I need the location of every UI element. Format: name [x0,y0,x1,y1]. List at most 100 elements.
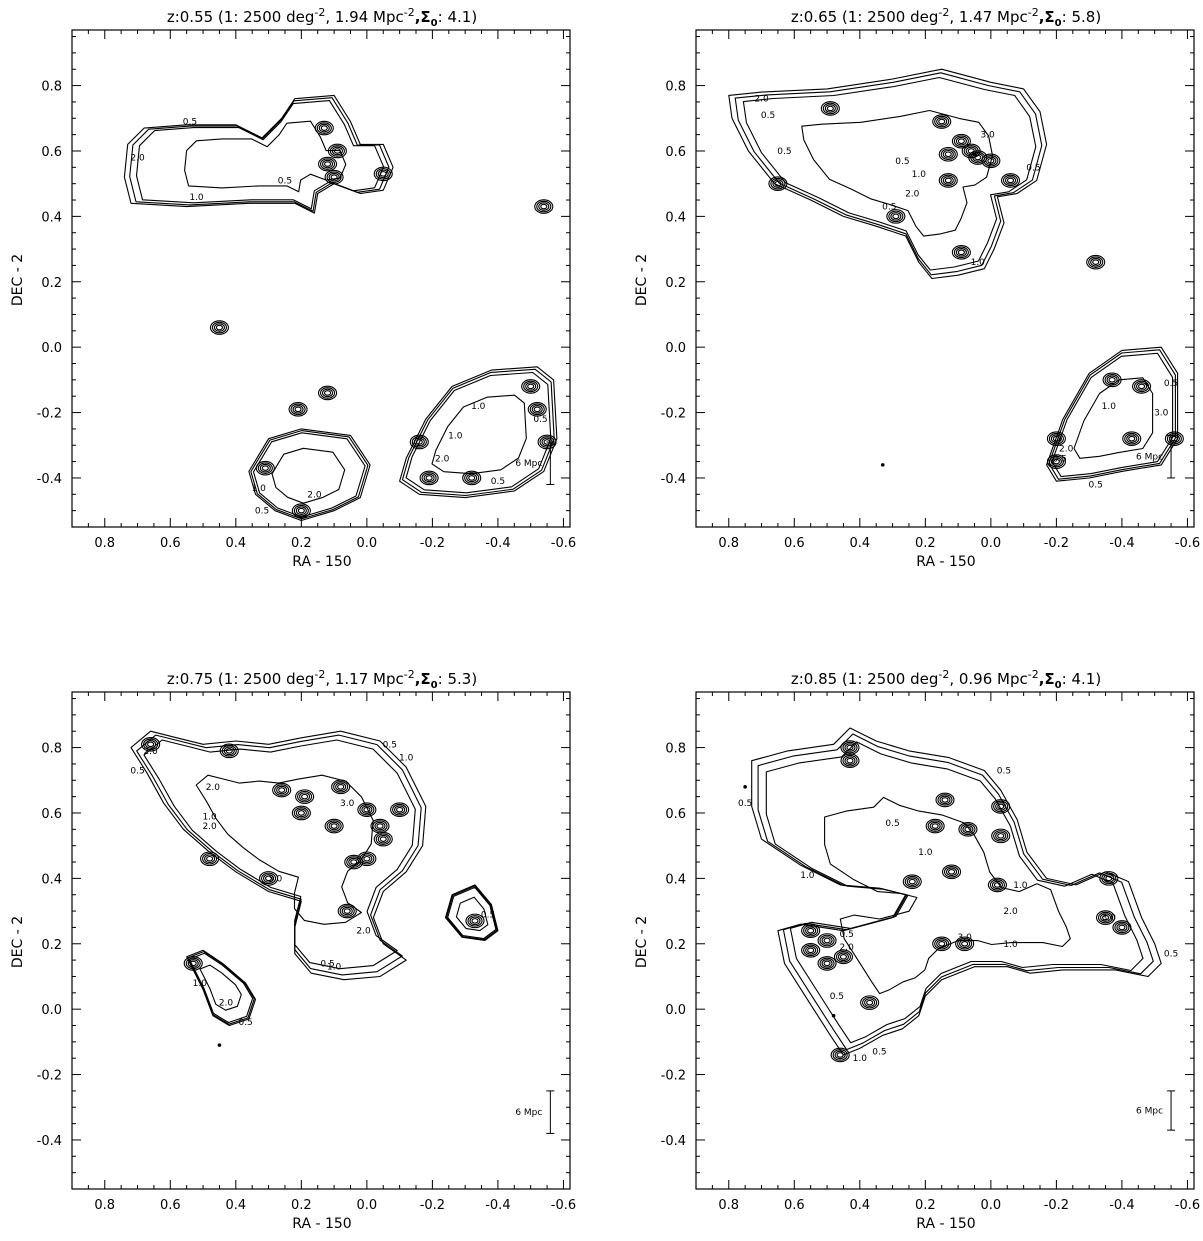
contour-label: 0.5 [1164,950,1178,960]
density-peak [936,117,948,126]
density-peak [953,246,969,259]
density-peak [929,821,941,831]
x-tick-label: 0.4 [849,1198,870,1213]
y-tick-label: 0.6 [665,807,686,822]
density-peak [225,748,233,754]
contour-line [728,68,1048,280]
contour-line [751,727,1162,1056]
density-peak [376,823,384,829]
density-peak [805,926,817,935]
panel-title: z:0.65 (1: 2500 deg-2, 1.47 Mpc-2,Σ0: 5.… [791,6,1101,29]
density-peak [533,406,541,413]
density-peak [821,959,833,968]
density-peak [333,148,341,154]
x-tick-label: 0.2 [291,1198,312,1213]
title-part: , 1.17 Mpc [325,670,403,688]
y-tick-label: 0.4 [665,210,686,225]
density-peak [293,504,309,517]
density-peak [823,960,831,967]
density-peak [465,913,485,929]
density-peak [991,799,1011,814]
contour-label: 0.5 [130,766,144,776]
title-sup: -2 [938,6,949,19]
contour-line [199,964,242,1011]
density-peak [327,143,347,159]
density-peak [223,746,235,756]
contour-label: 2.0 [905,189,920,199]
contour-line [742,76,1037,271]
contour-label: 1.0 [471,402,486,412]
plot-frame [695,29,1195,528]
density-peak [330,823,338,829]
density-peak [819,934,835,947]
density-peak [324,169,344,185]
y-tick-label: -0.4 [37,472,62,487]
y-tick-label: 0.0 [665,1003,686,1018]
x-tick-label: 0.8 [94,536,115,551]
title-part: z:0.55 (1: 2500 deg [167,8,315,26]
density-peak [392,803,408,816]
density-peak [1114,921,1130,934]
density-peak [324,818,344,834]
x-tick-label: -0.6 [551,1198,576,1213]
contour-line [188,952,254,1024]
density-peak [295,808,307,818]
density-peak [373,831,393,847]
x-tick-label: 0.0 [981,536,1002,551]
density-peak [803,924,819,937]
x-tick-label: 0.0 [981,1198,1002,1213]
density-peak [363,855,371,862]
contour-line [250,430,369,520]
density-peak [185,957,201,970]
density-peak [944,866,960,878]
isolated-point [217,1043,222,1047]
y-axis-label: DEC - 2 [634,916,650,968]
density-peak [213,323,225,332]
y-tick-label: 0.8 [665,80,686,95]
contour-label: 0.5 [1164,379,1178,389]
density-peak [1099,871,1119,886]
density-peak [265,875,273,882]
density-peak [320,158,336,170]
y-tick-label: -0.2 [37,407,62,422]
density-peak [322,159,334,169]
density-peak [1095,910,1116,925]
density-peak [202,852,218,865]
density-peak [326,171,342,183]
contour-line [252,432,366,518]
density-peak [409,434,429,450]
density-peak [390,802,410,818]
x-tick-label: 0.6 [160,536,181,551]
y-tick-label: -0.2 [661,407,686,422]
density-peak [377,834,389,844]
y-tick-label: 0.0 [665,341,686,356]
x-axis-label: RA - 150 [916,1216,975,1232]
density-peak [357,851,377,867]
density-peak [820,101,840,116]
title-sup: -2 [314,668,325,681]
density-peak [464,472,480,484]
panel-z055: z:0.55 (1: 2500 deg-2, 1.94 Mpc-2,Σ0: 4.… [10,6,576,570]
density-peak [372,820,388,832]
contour-line [1046,346,1179,482]
density-peak [413,437,425,447]
density-peak [839,954,847,960]
title-sub: 0 [431,680,438,691]
density-peak [1052,435,1060,442]
density-peak [1166,432,1182,445]
plot-frame [71,691,571,1190]
density-peak [1138,383,1146,390]
density-peak [1088,256,1104,268]
x-tick-label: -0.4 [1109,536,1134,551]
density-peak [1122,431,1142,447]
y-tick-label: 0.0 [41,341,62,356]
density-peak [468,475,476,481]
density-peak [931,823,939,829]
density-peak [1104,374,1120,386]
y-tick-label: 0.2 [665,938,686,953]
contour-label: 0.5 [777,147,791,157]
density-peak [1048,432,1064,445]
density-peak [962,825,974,834]
density-peak [835,951,851,963]
density-peak [958,822,978,837]
